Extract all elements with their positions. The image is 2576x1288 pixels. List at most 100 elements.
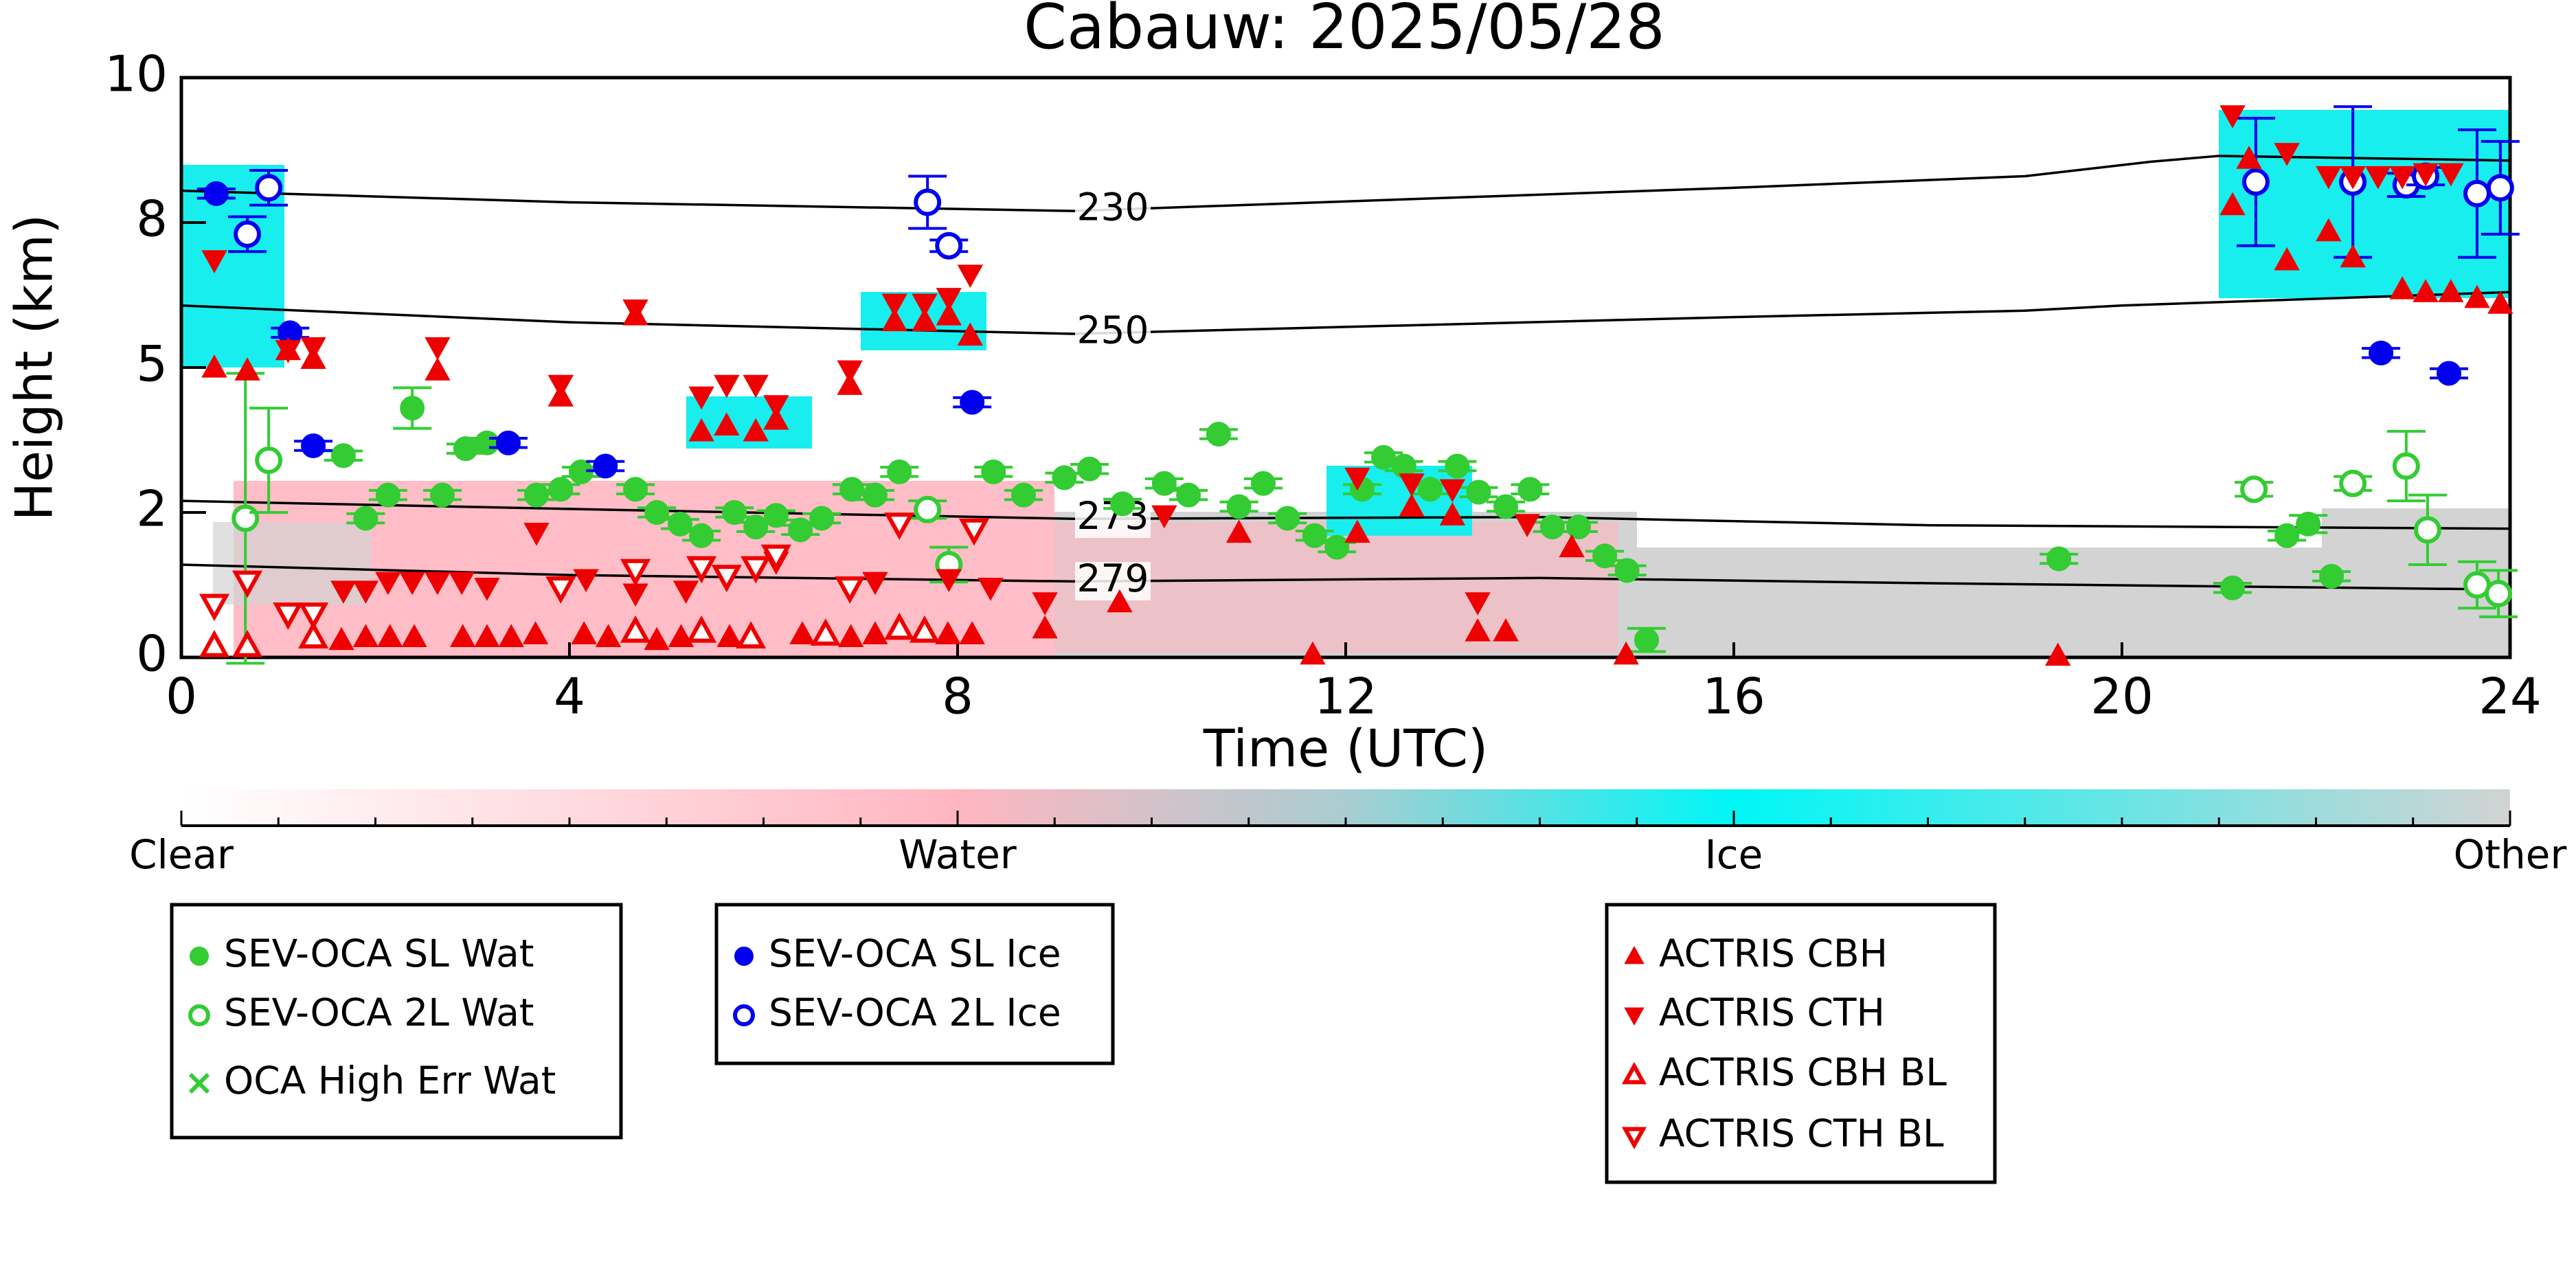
colorbar-label: Ice — [1705, 831, 1763, 878]
point — [298, 621, 329, 649]
point — [837, 372, 863, 395]
point — [2219, 192, 2246, 216]
point — [1466, 479, 1491, 505]
x-tick-label: 16 — [1702, 668, 1765, 725]
point — [2045, 642, 2071, 666]
point — [255, 174, 283, 202]
point — [978, 578, 1004, 601]
legend-label: ACTRIS CBH — [1659, 931, 1888, 975]
point — [573, 569, 599, 593]
point — [1300, 641, 1326, 665]
point — [375, 482, 400, 508]
y-tick-label: 10 — [104, 45, 168, 103]
y-axis-label: Height (km) — [4, 214, 65, 521]
point — [2274, 523, 2300, 548]
point — [887, 459, 912, 484]
point — [959, 621, 985, 644]
x-tick-label: 4 — [554, 668, 585, 725]
point — [298, 602, 329, 630]
point — [936, 569, 962, 593]
point — [1032, 615, 1058, 639]
point — [2437, 361, 2462, 386]
point — [231, 570, 263, 598]
point — [1107, 589, 1133, 613]
point — [545, 576, 576, 604]
point — [673, 580, 699, 604]
point — [1344, 467, 1370, 491]
point — [763, 406, 789, 430]
point — [571, 621, 597, 644]
point — [352, 580, 379, 604]
point — [1077, 456, 1103, 482]
point — [881, 293, 907, 317]
point — [884, 512, 915, 541]
point — [810, 618, 841, 646]
legend-label: ACTRIS CTH — [1659, 991, 1885, 1035]
legend-box — [1605, 903, 1997, 1184]
contour-label: 250 — [1077, 308, 1149, 352]
point — [1566, 515, 1591, 540]
x-tick-label: 24 — [2478, 668, 2542, 725]
point — [1344, 519, 1370, 543]
legend-marker — [1624, 945, 1645, 964]
x-axis-label: Time (UTC) — [1203, 719, 1489, 779]
point — [862, 482, 888, 508]
point — [881, 308, 907, 332]
point — [2296, 511, 2321, 536]
point — [912, 308, 938, 332]
point — [958, 518, 990, 546]
point — [2389, 166, 2415, 190]
point — [375, 572, 401, 596]
point — [912, 293, 938, 317]
point — [2316, 166, 2342, 190]
point — [763, 395, 789, 418]
legend-label: SEV-OCA 2L Ice — [769, 991, 1061, 1035]
point — [2392, 452, 2420, 480]
point — [736, 621, 767, 649]
point — [425, 357, 451, 381]
point — [474, 624, 500, 648]
point — [522, 621, 549, 644]
contour-label: 230 — [1077, 185, 1149, 229]
point — [957, 322, 984, 346]
point — [2486, 174, 2514, 202]
point — [760, 544, 791, 572]
point — [1206, 422, 1231, 447]
point — [936, 288, 962, 311]
point — [2485, 580, 2513, 608]
point — [1592, 543, 1618, 569]
point — [234, 357, 260, 381]
point — [862, 572, 888, 596]
point — [449, 572, 475, 596]
point — [352, 624, 379, 648]
point — [686, 556, 717, 584]
point — [498, 624, 524, 648]
x-tick-label: 8 — [942, 668, 973, 725]
point — [1250, 471, 1276, 496]
point — [425, 337, 451, 361]
point — [1517, 477, 1543, 502]
point — [1052, 465, 1077, 490]
point — [644, 626, 670, 651]
legend-label: ACTRIS CBH BL — [1659, 1050, 1947, 1094]
point — [1225, 519, 1252, 543]
point — [328, 626, 354, 651]
contour-label: 279 — [1077, 556, 1149, 600]
legend-marker — [733, 1004, 755, 1026]
point — [935, 231, 963, 260]
point — [809, 506, 835, 531]
point — [2487, 291, 2513, 314]
legend-label: OCA High Err Wat — [224, 1059, 556, 1103]
point — [1465, 618, 1491, 642]
legend-label: SEV-OCA SL Wat — [224, 931, 534, 975]
point — [376, 624, 403, 648]
point — [2319, 563, 2345, 589]
contour-label-bg — [1075, 190, 1151, 229]
point — [741, 556, 771, 584]
legend-marker — [1621, 1127, 1647, 1150]
y-tick-label: 0 — [136, 625, 168, 683]
point — [837, 360, 863, 384]
point — [2274, 247, 2300, 271]
contour-line — [181, 291, 2511, 335]
